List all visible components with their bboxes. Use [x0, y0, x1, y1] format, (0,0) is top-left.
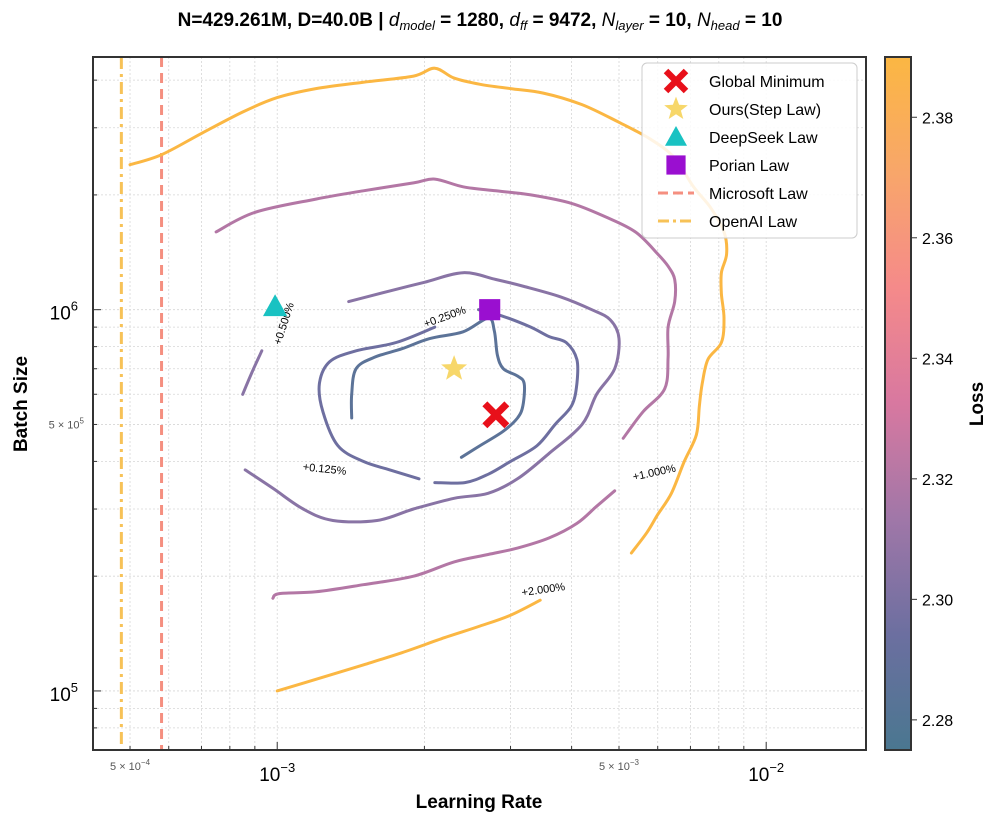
- y-axis-label: Batch Size: [11, 356, 32, 452]
- contour-label: +2.000%: [521, 581, 566, 599]
- x-tick-label: 10−3: [259, 760, 295, 786]
- x-tick-label: 10−2: [748, 760, 784, 786]
- legend-label-openai-law: OpenAI Law: [709, 214, 798, 231]
- contour-label: +1.000%: [632, 463, 677, 484]
- colorbar-tick-label: 2.34: [922, 351, 953, 368]
- legend-marker-ours-step-law-: [664, 96, 688, 119]
- contour-line: [214, 177, 678, 440]
- contour-line: [433, 308, 580, 485]
- marker-porian-law: [479, 299, 501, 321]
- colorbar-tick-label: 2.36: [922, 231, 953, 248]
- contour-lines: [128, 66, 729, 693]
- y-tick-label: 105: [50, 680, 78, 706]
- colorbar-tick-label: 2.32: [922, 472, 953, 489]
- legend-marker-deepseek-law: [665, 126, 687, 146]
- marker-global-minimum: [482, 401, 510, 429]
- legend-label-microsoft-law: Microsoft Law: [709, 186, 808, 203]
- y-axis-ticks: 105 106 5 × 105: [49, 79, 101, 751]
- chart-title: N=429.261M, D=40.0B | dmodel = 1280, dff…: [178, 10, 783, 33]
- marker-deepseek-law: [262, 294, 288, 317]
- contour-line: [243, 271, 621, 524]
- contour-line: [349, 316, 527, 459]
- x-minor-tick-label: 5 × 10−4: [110, 758, 151, 773]
- colorbar-tick-label: 2.28: [922, 713, 953, 730]
- legend-marker-porian-law: [666, 155, 686, 175]
- contour-label: +0.250%: [422, 304, 467, 330]
- x-axis-label: Learning Rate: [416, 792, 543, 813]
- legend-label-porian-law: Porian Law: [709, 158, 789, 175]
- y-minor-tick-label: 5 × 105: [49, 416, 85, 431]
- contour-label: +0.125%: [302, 461, 347, 478]
- plot-frame: [92, 56, 867, 751]
- x-minor-tick-label: 5 × 10−3: [599, 758, 640, 773]
- marker-ours-step-law-: [441, 355, 468, 380]
- legend-box: [641, 62, 858, 239]
- legend-label-global-minimum: Global Minimum: [709, 74, 825, 91]
- y-tick-label: 106: [50, 299, 78, 325]
- colorbar-tick-label: 2.30: [922, 592, 953, 609]
- reference-lines: [119, 57, 164, 750]
- legend-label-deepseek-law: DeepSeek Law: [709, 130, 818, 147]
- colorbar-label: Loss: [967, 382, 988, 426]
- contour-line: [317, 325, 437, 481]
- legend: Global Minimum Ours(Step Law) DeepSeek Law…: [641, 62, 858, 239]
- legend-marker-global-minimum: [663, 68, 689, 94]
- colorbar: Loss 2.28 2.30 2.32 2.34 2.36 2.38: [884, 56, 988, 751]
- contour-line: [275, 598, 542, 693]
- legend-label-ours-step-law-: Ours(Step Law): [709, 102, 821, 119]
- x-axis-ticks: 10−3 10−2 5 × 10−4 5 × 10−3: [110, 742, 784, 786]
- colorbar-tick-label: 2.38: [922, 110, 953, 127]
- colorbar-gradient: [884, 56, 912, 751]
- markers: [262, 294, 510, 429]
- contour-line: [241, 349, 264, 396]
- contour-line: [271, 489, 617, 600]
